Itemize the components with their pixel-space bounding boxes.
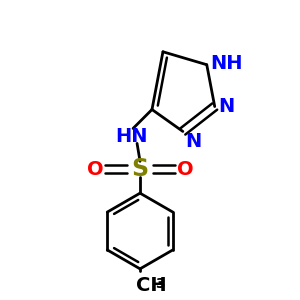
Text: NH: NH [211, 54, 243, 73]
Text: 3: 3 [155, 277, 165, 291]
Text: CH: CH [136, 276, 167, 295]
Text: N: N [219, 97, 235, 116]
Text: N: N [185, 132, 201, 152]
Text: HN: HN [115, 127, 148, 146]
Text: S: S [131, 157, 148, 181]
Text: O: O [87, 160, 104, 179]
Text: O: O [176, 160, 193, 179]
